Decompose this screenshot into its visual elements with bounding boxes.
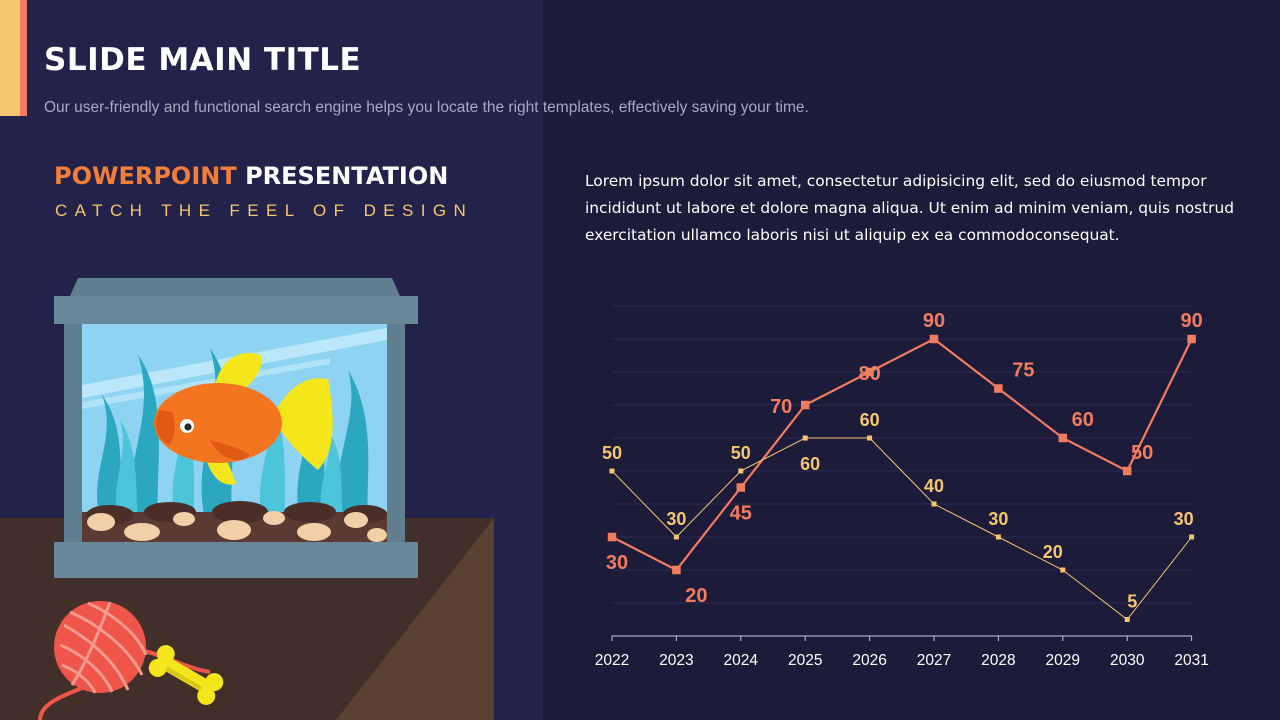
x-tick-label: 2023 <box>659 652 693 669</box>
data-label: 60 <box>1072 409 1094 431</box>
x-tick-label: 2028 <box>981 652 1015 669</box>
data-label: 80 <box>858 363 880 385</box>
data-point <box>738 468 744 474</box>
goldfish-icon <box>154 352 333 485</box>
data-point <box>995 534 1001 540</box>
data-point <box>736 483 746 492</box>
x-tick-label: 2022 <box>595 652 629 669</box>
data-point <box>802 435 808 441</box>
x-tick-label: 2027 <box>917 652 951 669</box>
data-label: 70 <box>770 396 792 418</box>
data-label: 50 <box>731 443 751 463</box>
data-label: 50 <box>1131 442 1153 464</box>
data-point <box>929 334 939 344</box>
data-label: 45 <box>730 503 752 525</box>
data-label: 90 <box>1180 310 1202 332</box>
section-heading: POWERPOINT PRESENTATION <box>54 162 448 190</box>
slide-title: SLIDE MAIN TITLE <box>44 42 362 78</box>
bone-toy-icon <box>148 645 224 705</box>
data-point <box>1058 433 1068 443</box>
x-tick-label: 2029 <box>1046 652 1080 669</box>
heading-rest: PRESENTATION <box>236 162 449 190</box>
body-paragraph: Lorem ipsum dolor sit amet, consectetur … <box>585 172 1235 244</box>
data-point <box>607 532 617 542</box>
data-label: 30 <box>1174 509 1194 529</box>
data-label: 30 <box>666 509 686 529</box>
data-point <box>994 384 1003 393</box>
heading-highlight: POWERPOINT <box>54 162 237 190</box>
data-label: 90 <box>923 310 945 332</box>
yarn-ball-icon <box>38 601 211 720</box>
data-point <box>865 367 874 377</box>
data-point <box>1060 567 1066 573</box>
data-point <box>931 501 937 507</box>
data-point <box>1187 334 1196 344</box>
data-label: 50 <box>602 443 622 463</box>
data-label: 60 <box>860 410 880 430</box>
x-tick-label: 2030 <box>1110 652 1145 669</box>
data-point <box>1122 466 1132 476</box>
x-tick-label: 2031 <box>1174 652 1208 669</box>
data-point <box>672 565 681 575</box>
series-line <box>611 437 1192 621</box>
illustration <box>0 278 494 720</box>
data-point <box>800 400 810 410</box>
data-label: 40 <box>924 476 944 496</box>
data-point <box>1189 534 1195 540</box>
series-line <box>611 337 1193 572</box>
data-point <box>609 468 615 474</box>
data-point <box>867 435 873 441</box>
data-point <box>1124 617 1130 622</box>
data-label: 30 <box>606 552 628 574</box>
data-label: 30 <box>988 509 1008 529</box>
x-tick-label: 2026 <box>852 652 886 669</box>
tagline: CATCH THE FEEL OF DESIGN <box>55 201 474 220</box>
data-label: 75 <box>1012 360 1034 382</box>
x-tick-label: 2025 <box>788 652 822 669</box>
data-point <box>673 534 679 540</box>
slide-subtitle: Our user-friendly and functional search … <box>44 99 809 116</box>
data-label: 60 <box>800 454 820 474</box>
accent-bar <box>0 0 27 116</box>
data-label: 20 <box>1043 542 1063 562</box>
data-label: 5 <box>1127 592 1137 612</box>
x-tick-label: 2024 <box>724 652 759 669</box>
data-label: 20 <box>685 585 707 607</box>
